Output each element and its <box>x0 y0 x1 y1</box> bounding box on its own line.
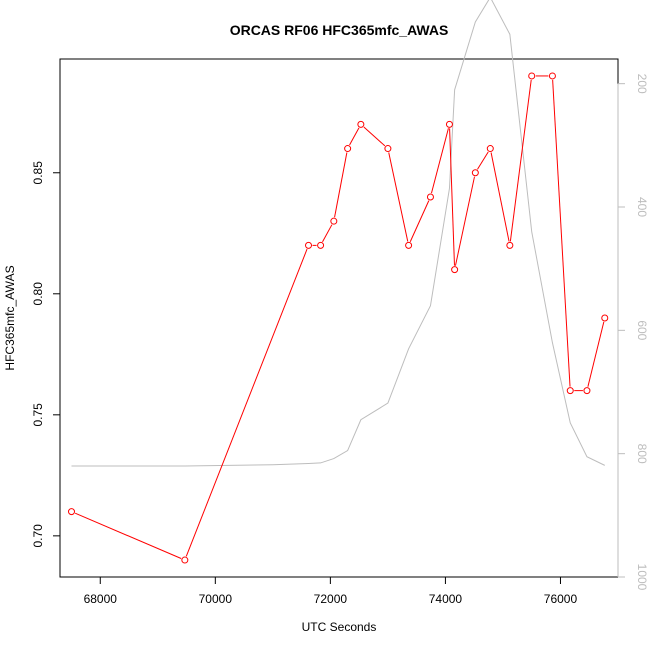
primary-series-segment <box>490 152 510 242</box>
plot-frame <box>59 58 619 578</box>
primary-series-point <box>330 217 338 225</box>
y-axis-label: HFC365mfc_AWAS <box>3 265 17 370</box>
primary-series-point <box>486 145 494 153</box>
axes-group: 68000 70000 72000 74000 76000 0.70 0.75 0.80 0.8… <box>31 74 649 606</box>
x-tick-label: 76000 <box>544 592 578 606</box>
primary-series-segment <box>322 224 333 243</box>
y2-tick-label: 400 <box>635 197 649 217</box>
x-tick-label: 68000 <box>84 592 118 606</box>
primary-series-segment <box>477 151 489 170</box>
primary-series-point <box>445 120 453 128</box>
secondary-series-line <box>71 0 605 467</box>
primary-series-segment <box>449 128 455 266</box>
primary-series-point <box>583 387 591 395</box>
primary-series-segment <box>388 152 409 242</box>
primary-series-point <box>426 193 434 201</box>
primary-series-point <box>471 169 479 177</box>
primary-series-point <box>384 145 392 153</box>
primary-series-segment <box>349 127 360 146</box>
primary-series-point <box>357 120 365 128</box>
chart-title: ORCAS RF06 HFC365mfc_AWAS <box>230 22 449 38</box>
primary-series-point <box>305 241 313 249</box>
y2-tick-label: 800 <box>635 444 649 464</box>
primary-series-point <box>317 241 325 249</box>
x-tick-label: 72000 <box>314 592 348 606</box>
primary-series-segment <box>587 321 605 387</box>
y-tick-label: 0.70 <box>31 524 45 548</box>
y2-tick-label: 1000 <box>635 564 649 591</box>
primary-series-point <box>566 387 574 395</box>
y-tick-label: 0.80 <box>31 282 45 306</box>
primary-series-point <box>68 508 76 516</box>
primary-series-point <box>601 314 609 322</box>
y-tick-label: 0.85 <box>31 161 45 185</box>
primary-series-point <box>344 145 352 153</box>
series-layer <box>68 0 609 564</box>
primary-series-point <box>405 241 413 249</box>
y2-tick-label: 200 <box>635 74 649 94</box>
primary-series-segment <box>509 79 532 242</box>
primary-series-segment <box>409 200 430 242</box>
primary-series-point <box>181 556 189 564</box>
x-tick-label: 74000 <box>429 592 463 606</box>
primary-series-point <box>548 72 556 80</box>
primary-series-point <box>451 266 459 274</box>
primary-series-segment <box>454 176 475 266</box>
primary-series-segment <box>363 126 386 147</box>
primary-series-point <box>528 72 536 80</box>
y-tick-label: 0.75 <box>31 403 45 427</box>
x-tick-label: 70000 <box>199 592 233 606</box>
primary-series-segment <box>334 152 348 218</box>
y2-tick-label: 600 <box>635 320 649 340</box>
primary-series-point <box>506 241 514 249</box>
primary-series-segment <box>185 248 308 557</box>
primary-series-segment <box>552 79 571 387</box>
x-axis-label: UTC Seconds <box>302 620 377 634</box>
primary-series-segment <box>430 128 449 194</box>
primary-series-segment <box>74 512 182 559</box>
